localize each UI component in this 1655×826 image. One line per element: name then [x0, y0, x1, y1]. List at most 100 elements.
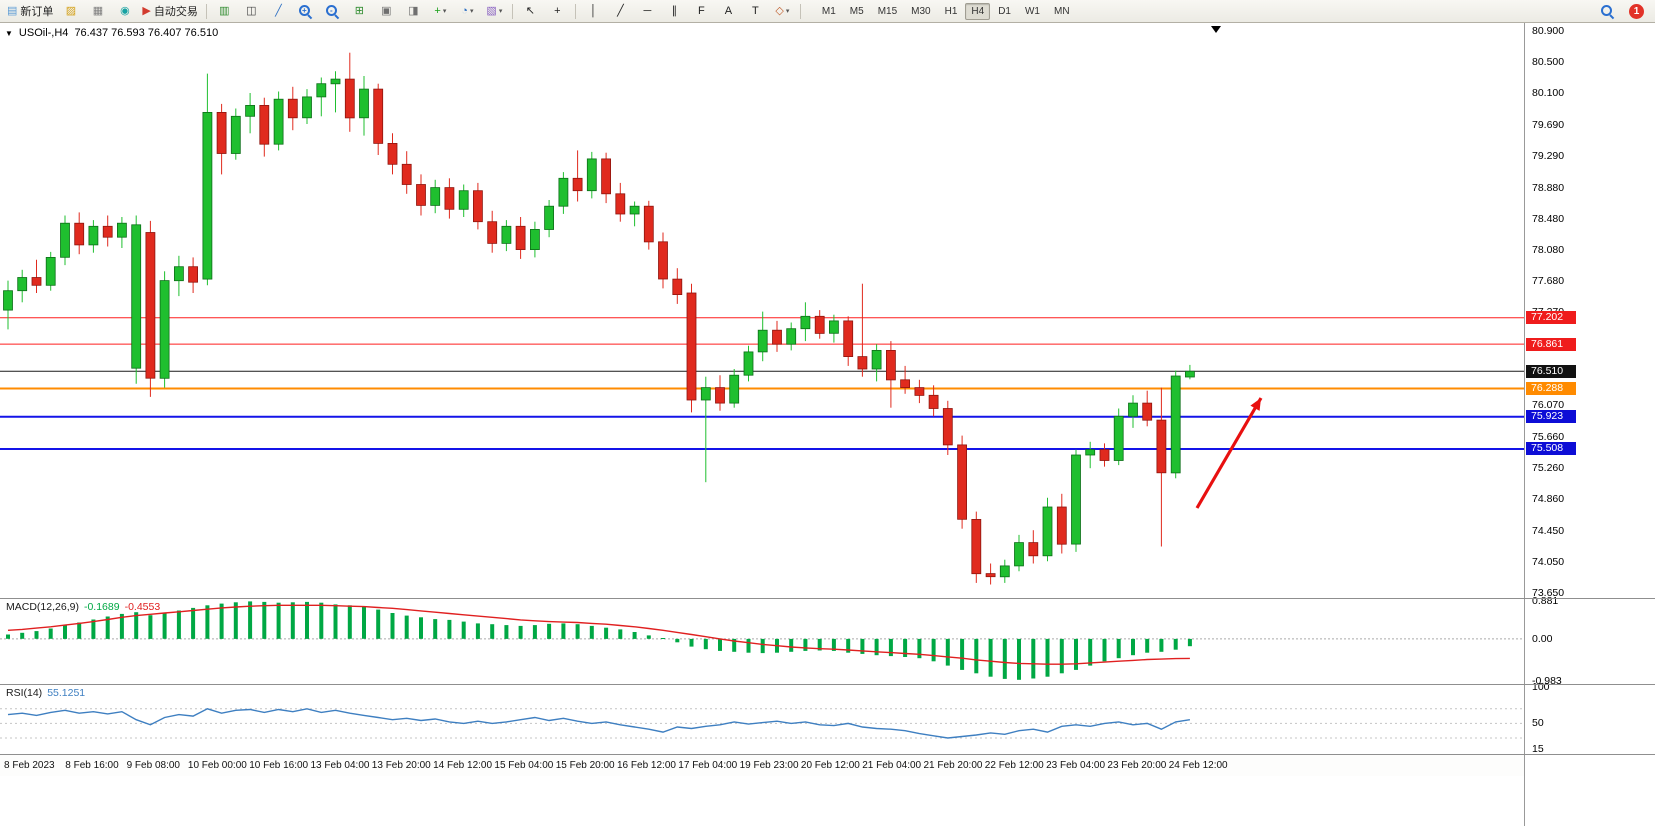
chart-dropdown-icon[interactable]: ▼: [5, 28, 13, 38]
time-axis-label: 10 Feb 16:00: [249, 760, 309, 771]
time-axis-label: 13 Feb 04:00: [310, 760, 370, 771]
price-tick-label: 74.860: [1532, 493, 1565, 506]
toolbar-separator: [205, 3, 207, 19]
timeframe-d1[interactable]: D1: [998, 5, 1011, 17]
macd-indicator-panel[interactable]: [0, 598, 1524, 684]
tile-windows-icon-glyph: ⊞: [354, 4, 364, 17]
time-axis-label: 8 Feb 16:00: [65, 760, 119, 771]
line-chart-icon-glyph: ╱: [275, 4, 282, 17]
timeframe-h4[interactable]: H4: [965, 2, 991, 20]
price-tag: 76.510: [1526, 364, 1576, 378]
chart-ohlc: 76.437 76.593 76.407 76.510: [74, 27, 219, 39]
rsi-tick-label: 15: [1532, 742, 1544, 755]
print-icon[interactable]: ▦: [85, 1, 110, 21]
notification-badge[interactable]: 1: [1629, 3, 1644, 19]
price-tick-label: 76.070: [1532, 399, 1565, 412]
time-axis-label: 16 Feb 12:00: [617, 760, 676, 771]
price-axis[interactable]: 80.900 80.500 80.100 79.690 79.290 78.880 78.4…: [1524, 23, 1655, 826]
time-axis-label: 14 Feb 12:00: [433, 760, 493, 771]
profiles-icon-glyph: ▨: [65, 4, 77, 17]
timeframe-m15[interactable]: M15: [877, 5, 898, 17]
equidistant-channel-tool[interactable]: ∥: [662, 1, 687, 21]
price-tick-label: 79.290: [1532, 149, 1565, 162]
time-axis-label: 9 Feb 08:00: [126, 760, 180, 771]
rsi-tick-label: 100: [1532, 680, 1550, 693]
community-icon[interactable]: ◉: [112, 1, 137, 21]
data-window-icon[interactable]: ▣: [374, 1, 399, 21]
price-tag: 75.923: [1526, 410, 1576, 424]
candlestick-chart-icon[interactable]: ◫: [239, 1, 264, 21]
timeframe-w1[interactable]: W1: [1024, 5, 1040, 17]
periods-button-glyph: ◔: [461, 4, 468, 17]
candlestick-chart[interactable]: [0, 23, 1524, 598]
macd-signal-value: -0.4553: [124, 601, 161, 613]
timeframe-toolbar: M1 M5 M15 M30 H1 H4 D1 W1 MN: [815, 2, 1077, 20]
price-tick-label: 80.500: [1532, 56, 1565, 68]
horizontal-line-tool[interactable]: ─: [635, 1, 660, 21]
cursor-icon[interactable]: ↖: [518, 1, 543, 21]
timeframe-m5[interactable]: M5: [849, 5, 864, 17]
plot-region[interactable]: ▼ USOil-,H4 76.437 76.593 76.407 76.510 …: [0, 23, 1524, 826]
trendline-tool[interactable]: ╱: [608, 1, 633, 21]
horizontal-line-tool-glyph: ─: [643, 4, 652, 17]
chart-window: ▼ USOil-,H4 76.437 76.593 76.407 76.510 …: [0, 23, 1655, 826]
price-tick-label: 75.660: [1532, 431, 1565, 444]
tile-windows-icon[interactable]: ⊞: [347, 1, 372, 21]
label-tool-glyph: T: [752, 4, 759, 17]
price-tick-label: 78.080: [1532, 243, 1565, 256]
new-order-button-label: 新订单: [20, 6, 54, 18]
toolbar: ▤ 新订单 ▨ ▦ ◉ ▶ 自动交易 ▥ ◫ ╱ + - ⊞ ▣ ◨ + ▾ ◔ ▾ ▧ ▾ ↖ + │ ╱ ─ ∥ F A T ◇ ▾ M1 M…: [0, 0, 1655, 23]
price-tick-label: 78.880: [1532, 181, 1565, 194]
autotrading-button[interactable]: ▶ 自动交易: [139, 1, 200, 21]
rsi-indicator-panel[interactable]: [0, 684, 1524, 754]
indicators-button[interactable]: + ▾: [428, 1, 453, 21]
chart-symbol-period: USOil-,H4: [18, 27, 69, 39]
time-axis-label: 24 Feb 12:00: [1168, 760, 1228, 771]
toolbar-right-group: 1: [1594, 1, 1652, 21]
price-tick-label: 74.450: [1532, 524, 1565, 537]
zoom-in-icon-glyph: +: [298, 4, 313, 19]
time-axis-label: 21 Feb 20:00: [923, 760, 983, 771]
fibonacci-tool-glyph: F: [698, 4, 705, 17]
equidistant-channel-tool-glyph: ∥: [671, 4, 678, 17]
timeframe-mn[interactable]: MN: [1053, 5, 1070, 17]
candlestick-chart-icon-glyph: ◫: [246, 4, 257, 17]
fibonacci-tool[interactable]: F: [689, 1, 714, 21]
time-axis-label: 13 Feb 20:00: [371, 760, 431, 771]
timeframe-h1[interactable]: H1: [944, 5, 958, 17]
price-tag: 77.202: [1526, 311, 1576, 325]
zoom-in-icon[interactable]: +: [293, 1, 318, 21]
vertical-line-tool[interactable]: │: [581, 1, 606, 21]
line-chart-icon[interactable]: ╱: [266, 1, 291, 21]
chevron-down-icon: ▾: [498, 8, 503, 15]
price-tick-label: 80.100: [1532, 87, 1565, 99]
price-tag: 75.508: [1526, 442, 1576, 456]
timeframe-m30[interactable]: M30: [911, 5, 931, 17]
profiles-icon[interactable]: ▨: [58, 1, 83, 21]
text-tool[interactable]: A: [716, 1, 741, 21]
price-tick-label: 79.690: [1532, 118, 1565, 131]
trendline-tool-glyph: ╱: [617, 4, 624, 17]
templates-button[interactable]: ▧ ▾: [482, 1, 507, 21]
toolbar-separator: [574, 3, 576, 19]
search-icon[interactable]: [1595, 1, 1620, 21]
panel-separator[interactable]: [0, 598, 1655, 599]
bar-chart-icon[interactable]: ▥: [212, 1, 237, 21]
periods-button[interactable]: ◔ ▾: [455, 1, 480, 21]
macd-tick-label: 0.00: [1532, 632, 1553, 645]
navigator-icon[interactable]: ◨: [401, 1, 426, 21]
text-tool-glyph: A: [724, 4, 733, 17]
shapes-tool[interactable]: ◇ ▾: [770, 1, 795, 21]
zoom-out-icon-glyph: -: [325, 4, 340, 19]
panel-separator[interactable]: [0, 684, 1655, 685]
zoom-out-icon[interactable]: -: [320, 1, 345, 21]
crosshair-icon-glyph: +: [554, 4, 561, 17]
label-tool[interactable]: T: [743, 1, 768, 21]
price-tick-label: 74.050: [1532, 555, 1565, 568]
time-axis-label: 23 Feb 04:00: [1046, 760, 1106, 771]
crosshair-icon[interactable]: +: [545, 1, 570, 21]
new-order-button[interactable]: ▤ 新订单: [4, 1, 56, 21]
print-icon-glyph: ▦: [92, 4, 104, 17]
price-tag: 76.288: [1526, 382, 1576, 395]
timeframe-m1[interactable]: M1: [821, 5, 836, 17]
